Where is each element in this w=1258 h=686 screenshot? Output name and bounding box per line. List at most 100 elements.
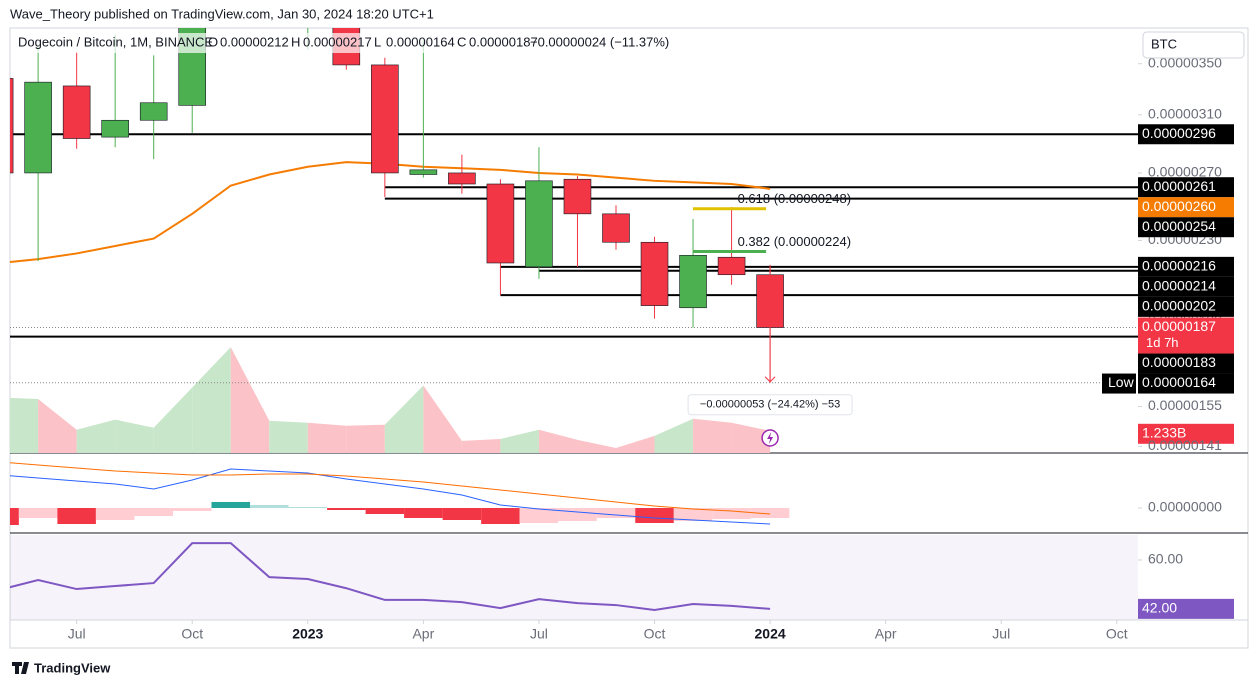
x-tick-label: Apr xyxy=(412,626,434,642)
current-price-label: 0.00000187 xyxy=(1142,318,1216,334)
ema-label: 0.00000260 xyxy=(1142,198,1216,214)
y-tick-label: 0.00000141 xyxy=(1148,437,1222,453)
macd-histogram-bar xyxy=(18,508,58,518)
ohlc-key: H xyxy=(291,34,300,49)
rsi-label: 42.00 xyxy=(1142,600,1177,616)
macd-histogram-bar xyxy=(635,508,674,523)
macd-histogram-bar xyxy=(481,508,520,524)
macd-histogram-bar xyxy=(712,508,751,519)
publisher: Wave_Theory published on TradingView.com… xyxy=(10,6,434,21)
ohlc-value: 0.00000187 xyxy=(469,34,538,49)
level-label-box xyxy=(1138,217,1234,238)
ohlc-key: L xyxy=(374,34,381,49)
level-label-box xyxy=(1138,296,1234,317)
y-tick-label: 0.00000000 xyxy=(1148,499,1222,515)
countdown: 1d 7h xyxy=(1146,335,1179,350)
low-tag-box xyxy=(1102,373,1136,394)
low-tag: Low xyxy=(1108,374,1135,390)
volume-area xyxy=(10,397,39,453)
candle-body xyxy=(62,85,91,139)
candle-body xyxy=(371,64,399,174)
macd-histogram-bar xyxy=(596,508,636,518)
level-label: 0.00000214 xyxy=(1142,278,1216,294)
y-tick-label: 0.00000155 xyxy=(1148,397,1222,413)
level-label-box xyxy=(1138,353,1234,374)
low-price-label-box xyxy=(1138,373,1234,394)
low-price-label: 0.00000164 xyxy=(1142,374,1216,390)
candle-body xyxy=(139,102,168,121)
volume-area xyxy=(307,422,347,453)
macd-histogram-bar xyxy=(365,508,405,514)
macd-histogram-bar xyxy=(558,508,597,521)
candle-body xyxy=(640,241,669,306)
ohlc-key: C xyxy=(457,34,466,49)
volume-label: 1.233B xyxy=(1142,424,1186,440)
candle-body xyxy=(24,81,52,174)
fib-label: 0.618 (0.00000248) xyxy=(738,191,851,206)
volume-area xyxy=(38,398,77,453)
volume-area xyxy=(384,385,424,453)
macd-histogram-bar xyxy=(327,508,366,510)
volume-area xyxy=(76,419,116,453)
x-tick-label: 2024 xyxy=(755,626,786,642)
x-tick-label: Jul xyxy=(530,626,548,642)
volume-area xyxy=(615,435,655,453)
footer-brand: TradingView xyxy=(34,660,111,675)
macd-histogram-bar xyxy=(172,508,212,511)
macd-histogram-bar xyxy=(288,507,328,508)
volume-area xyxy=(538,429,578,453)
volume-area xyxy=(731,422,771,453)
macd-histogram-bar xyxy=(95,508,135,520)
x-tick-label: 2023 xyxy=(292,626,323,642)
ohlc-value: 0.00000212 xyxy=(220,34,289,49)
volume-area xyxy=(346,424,385,453)
volume-area xyxy=(153,387,193,453)
candle-body xyxy=(448,172,476,185)
candle-body xyxy=(101,119,129,138)
measure-box xyxy=(687,394,853,416)
volume-area xyxy=(693,418,732,453)
macd-histogram-bar xyxy=(250,505,289,508)
signal-line xyxy=(10,462,771,515)
y-tick-label: 0.00000310 xyxy=(1148,106,1222,122)
level-label-box xyxy=(1138,276,1234,297)
level-label: 0.00000254 xyxy=(1142,218,1216,234)
level-label: 0.00000261 xyxy=(1142,178,1216,194)
logo-icon xyxy=(12,662,29,674)
level-label: 0.00000183 xyxy=(1142,354,1216,370)
macd-histogram-bar xyxy=(673,508,713,521)
volume-area xyxy=(654,418,694,453)
currency-label[interactable]: BTC xyxy=(1151,36,1177,51)
candle-body xyxy=(525,180,553,268)
overlay: 1.233B0.000003500.000003100.000002700.00… xyxy=(14,33,1234,642)
macd-histogram-bar xyxy=(442,508,482,520)
x-tick-label: Jul xyxy=(68,626,86,642)
ohlc-value: 0.00000164 xyxy=(386,34,455,49)
level-label-box xyxy=(1138,177,1234,198)
ema-label-box xyxy=(1138,197,1234,218)
ohlc-key: O xyxy=(208,34,218,49)
rsi-band xyxy=(10,535,1138,620)
x-tick-label: Apr xyxy=(875,626,897,642)
currency-button[interactable] xyxy=(1142,31,1245,59)
frame xyxy=(9,27,1249,649)
candle-body xyxy=(602,213,630,243)
legend-bg xyxy=(14,33,690,53)
y-tick-label: 0.00000270 xyxy=(1148,164,1222,180)
volume-label-box xyxy=(1138,423,1234,444)
candle-body xyxy=(10,78,14,174)
measure-label: −0.00000053 (−24.42%) −53 xyxy=(700,399,840,411)
level-label: 0.00000296 xyxy=(1142,125,1216,141)
level-label: 0.00000216 xyxy=(1142,258,1216,274)
volume-area xyxy=(461,438,501,453)
plot-area: 0.382 (0.00000224) 0.618 (0.00000248) −0.0… xyxy=(10,28,1138,611)
candle-body xyxy=(563,178,592,215)
macd-line xyxy=(10,468,771,525)
fib-label: 0.382 (0.00000224) xyxy=(738,234,851,249)
macd-histogram-bar xyxy=(57,508,96,524)
x-tick-label: Oct xyxy=(644,626,666,642)
volume-area xyxy=(423,385,462,453)
volume-area xyxy=(115,419,154,453)
